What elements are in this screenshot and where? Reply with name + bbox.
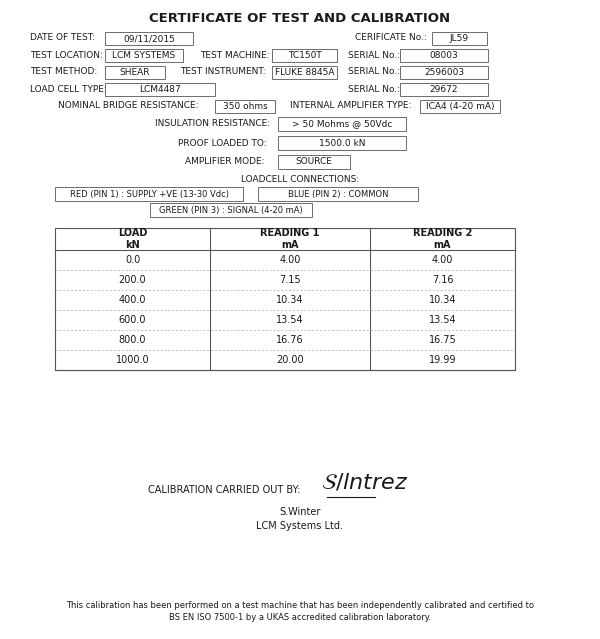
Text: FLUKE 8845A: FLUKE 8845A	[275, 68, 334, 77]
Text: TEST METHOD:: TEST METHOD:	[30, 68, 97, 77]
Text: 400.0: 400.0	[119, 295, 146, 305]
Text: SOURCE: SOURCE	[296, 157, 332, 167]
Text: This calibration has been performed on a test machine that has been independentl: This calibration has been performed on a…	[66, 601, 534, 610]
Text: CERIFICATE No.:: CERIFICATE No.:	[355, 33, 427, 43]
Text: 4.00: 4.00	[432, 255, 453, 265]
Text: CALIBRATION CARRIED OUT BY:: CALIBRATION CARRIED OUT BY:	[148, 485, 301, 495]
FancyBboxPatch shape	[278, 155, 350, 169]
FancyBboxPatch shape	[215, 100, 275, 113]
Text: 4.00: 4.00	[280, 255, 301, 265]
FancyBboxPatch shape	[272, 66, 337, 79]
Text: LCM SYSTEMS: LCM SYSTEMS	[112, 51, 176, 60]
Text: LCM4487: LCM4487	[139, 85, 181, 94]
Text: LOAD
kN: LOAD kN	[118, 228, 147, 250]
Text: 16.75: 16.75	[428, 335, 457, 345]
Text: 10.34: 10.34	[429, 295, 456, 305]
Text: 0.0: 0.0	[125, 255, 140, 265]
FancyBboxPatch shape	[432, 32, 487, 45]
Text: 08003: 08003	[430, 51, 458, 60]
Text: > 50 Mohms @ 50Vdc: > 50 Mohms @ 50Vdc	[292, 119, 392, 128]
Text: 1500.0 kN: 1500.0 kN	[319, 139, 365, 148]
Text: 10.34: 10.34	[276, 295, 304, 305]
Text: READING 2
mA: READING 2 mA	[413, 228, 472, 250]
Text: 29672: 29672	[430, 85, 458, 94]
FancyBboxPatch shape	[105, 49, 183, 62]
Text: READING 1
mA: READING 1 mA	[260, 228, 320, 250]
Text: LOAD CELL TYPE:: LOAD CELL TYPE:	[30, 84, 107, 93]
Text: SERIAL No.:: SERIAL No.:	[348, 68, 400, 77]
FancyBboxPatch shape	[400, 49, 488, 62]
Text: 16.76: 16.76	[276, 335, 304, 345]
FancyBboxPatch shape	[420, 100, 500, 113]
Text: 2596003: 2596003	[424, 68, 464, 77]
FancyBboxPatch shape	[278, 136, 406, 150]
Text: TEST LOCATION:: TEST LOCATION:	[30, 50, 103, 59]
Text: 13.54: 13.54	[276, 315, 304, 325]
Text: BS EN ISO 7500-1 by a UKAS accredited calibration laboratory.: BS EN ISO 7500-1 by a UKAS accredited ca…	[169, 613, 431, 622]
FancyBboxPatch shape	[55, 228, 515, 370]
Text: 7.15: 7.15	[279, 275, 301, 285]
Text: TC150T: TC150T	[287, 51, 322, 60]
Text: CERTIFICATE OF TEST AND CALIBRATION: CERTIFICATE OF TEST AND CALIBRATION	[149, 12, 451, 24]
Text: SHEAR: SHEAR	[120, 68, 150, 77]
Text: TEST MACHINE:: TEST MACHINE:	[200, 50, 269, 59]
Text: $\mathcal{S}$$/\mathit{lntr}$$\mathit{ez}$: $\mathcal{S}$$/\mathit{lntr}$$\mathit{ez…	[321, 472, 409, 494]
Text: INSULATION RESISTANCE:: INSULATION RESISTANCE:	[155, 119, 270, 128]
Text: PROOF LOADED TO:: PROOF LOADED TO:	[178, 139, 266, 148]
Text: GREEN (PIN 3) : SIGNAL (4-20 mA): GREEN (PIN 3) : SIGNAL (4-20 mA)	[159, 206, 303, 215]
Text: TEST INSTRUMENT:: TEST INSTRUMENT:	[180, 68, 266, 77]
FancyBboxPatch shape	[272, 49, 337, 62]
FancyBboxPatch shape	[400, 83, 488, 96]
FancyBboxPatch shape	[105, 83, 215, 96]
FancyBboxPatch shape	[150, 203, 312, 217]
FancyBboxPatch shape	[400, 66, 488, 79]
Text: NOMINAL BRIDGE RESISTANCE:: NOMINAL BRIDGE RESISTANCE:	[58, 102, 199, 111]
Text: 1000.0: 1000.0	[116, 355, 149, 365]
Text: 20.00: 20.00	[276, 355, 304, 365]
Text: S.Winter: S.Winter	[280, 507, 320, 517]
Text: INTERNAL AMPLIFIER TYPE:: INTERNAL AMPLIFIER TYPE:	[290, 102, 412, 111]
FancyBboxPatch shape	[105, 66, 165, 79]
FancyBboxPatch shape	[278, 117, 406, 131]
Text: SERIAL No.:: SERIAL No.:	[348, 84, 400, 93]
Text: 7.16: 7.16	[432, 275, 453, 285]
Text: 350 ohms: 350 ohms	[223, 102, 268, 111]
FancyBboxPatch shape	[258, 187, 418, 201]
Text: 200.0: 200.0	[119, 275, 146, 285]
Text: 09/11/2015: 09/11/2015	[123, 34, 175, 43]
Text: BLUE (PIN 2) : COMMON: BLUE (PIN 2) : COMMON	[288, 190, 388, 199]
Text: RED (PIN 1) : SUPPLY +VE (13-30 Vdc): RED (PIN 1) : SUPPLY +VE (13-30 Vdc)	[70, 190, 229, 199]
Text: 600.0: 600.0	[119, 315, 146, 325]
Text: ICA4 (4-20 mA): ICA4 (4-20 mA)	[426, 102, 494, 111]
Text: LOADCELL CONNECTIONS:: LOADCELL CONNECTIONS:	[241, 176, 359, 185]
Text: DATE OF TEST:: DATE OF TEST:	[30, 33, 95, 43]
Text: AMPLIFIER MODE:: AMPLIFIER MODE:	[185, 157, 265, 167]
FancyBboxPatch shape	[55, 187, 243, 201]
Text: 13.54: 13.54	[428, 315, 457, 325]
Text: LCM Systems Ltd.: LCM Systems Ltd.	[257, 521, 343, 531]
Text: 19.99: 19.99	[429, 355, 456, 365]
FancyBboxPatch shape	[105, 32, 193, 45]
Text: SERIAL No.:: SERIAL No.:	[348, 50, 400, 59]
Text: JL59: JL59	[450, 34, 469, 43]
Text: 800.0: 800.0	[119, 335, 146, 345]
